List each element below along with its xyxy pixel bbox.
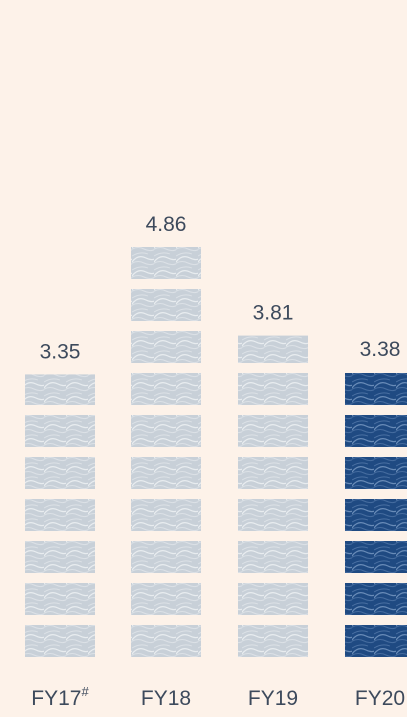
bar-segment bbox=[25, 625, 95, 657]
bar-segment bbox=[131, 415, 201, 447]
bar-segment bbox=[345, 541, 407, 573]
bar-fy17 bbox=[25, 374, 95, 657]
value-labels-layer: 3.35 4.86 3.81 3.38 bbox=[40, 213, 401, 363]
x-tick-label: FY19 bbox=[248, 687, 298, 710]
bar-fy19 bbox=[238, 335, 308, 657]
x-tick-label: FY18 bbox=[141, 687, 191, 710]
bar-segment bbox=[238, 335, 308, 363]
data-label: 3.38 bbox=[360, 338, 401, 361]
data-label: 3.35 bbox=[40, 340, 81, 363]
bar-segment bbox=[25, 583, 95, 615]
bar-fy18 bbox=[131, 247, 201, 657]
bar-segment bbox=[131, 457, 201, 489]
bar-segment bbox=[131, 289, 201, 321]
bar-segment bbox=[345, 415, 407, 447]
bar-segment bbox=[131, 625, 201, 657]
bar-segment bbox=[131, 331, 201, 363]
bar-segment bbox=[345, 373, 407, 405]
bar-segment bbox=[345, 457, 407, 489]
bar-segment bbox=[131, 373, 201, 405]
bar-segment bbox=[238, 499, 308, 531]
bar-segment bbox=[345, 583, 407, 615]
bar-segment bbox=[238, 373, 308, 405]
bars-layer bbox=[25, 247, 407, 657]
bar-segment bbox=[131, 247, 201, 279]
bar-segment bbox=[25, 499, 95, 531]
bar-segment bbox=[25, 415, 95, 447]
bar-segment bbox=[131, 583, 201, 615]
bar-segment bbox=[25, 457, 95, 489]
bar-segment bbox=[345, 625, 407, 657]
x-axis-tick-labels: FY17# FY18 FY19 FY20 bbox=[31, 684, 405, 710]
bar-segment bbox=[238, 415, 308, 447]
bar-segment bbox=[345, 499, 407, 531]
bar-segment bbox=[25, 541, 95, 573]
bar-segment bbox=[131, 541, 201, 573]
x-tick-label: FY17# bbox=[31, 684, 89, 710]
bar-segment bbox=[238, 583, 308, 615]
bar-segment bbox=[25, 374, 95, 405]
bar-segment bbox=[131, 499, 201, 531]
bar-segment bbox=[238, 625, 308, 657]
x-tick-label: FY20 bbox=[355, 687, 405, 710]
bar-fy20 bbox=[345, 373, 407, 657]
data-label: 4.86 bbox=[146, 213, 187, 236]
bar-segment bbox=[238, 457, 308, 489]
data-label: 3.81 bbox=[253, 302, 294, 325]
bar-segment bbox=[238, 541, 308, 573]
